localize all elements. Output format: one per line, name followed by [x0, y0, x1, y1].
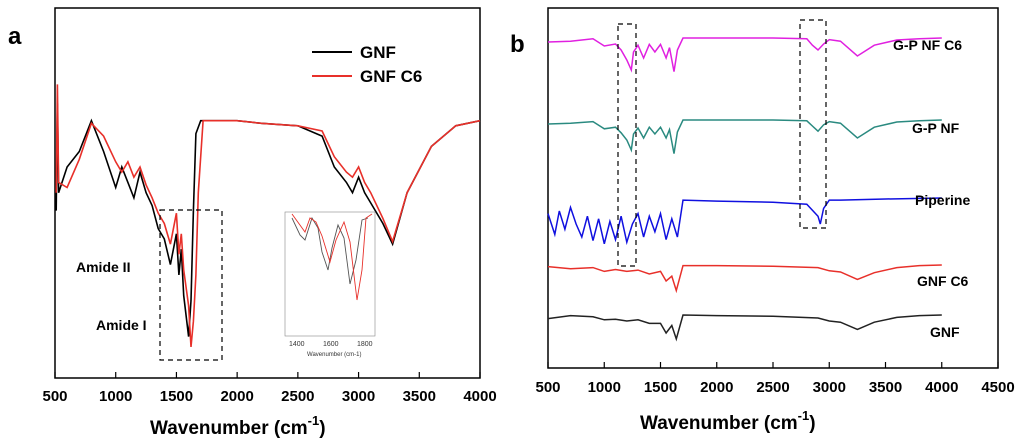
panel-b-tick-label: 3500: [869, 379, 902, 396]
panel-a-xlabel-sup: -1: [308, 413, 320, 428]
panel-b-series-line-1: [547, 264, 942, 294]
panel-a-series-line-0: [55, 103, 481, 337]
panel-b-tick-label: 4500: [981, 379, 1014, 396]
panel-a-tick-label: 2500: [281, 388, 314, 405]
amide-region-box: [159, 209, 223, 361]
panel-a-x-ticks: 500 1000 1500 2000 2500 3000 3500 4000: [42, 372, 497, 405]
panel-a-tick-label: 500: [42, 388, 67, 405]
panel-b-tick-label: 2500: [756, 379, 789, 396]
inset-tick-1600: 1600: [323, 341, 339, 348]
inset-tick-1800: 1800: [357, 341, 373, 348]
panel-b-label: b: [510, 31, 525, 58]
panel-b: b 500 1000 1500 2000 2500 3000 3500 4000 4500 G-…: [510, 7, 1015, 434]
panel-a-tick-label: 2000: [220, 388, 253, 405]
panel-a-tick-label: 1500: [160, 388, 193, 405]
panel-b-tick-label: 2000: [700, 379, 733, 396]
panel-b-series-line-2: [547, 197, 942, 246]
panel-a-xlabel-tail: ): [319, 418, 325, 439]
inset-tick-1400: 1400: [289, 341, 305, 348]
panel-b-xlabel-main: Wavenumber (cm: [640, 413, 798, 434]
dashed-box-ch-stretch: [799, 19, 827, 229]
legend-label-gnf: GNF: [360, 43, 396, 62]
panel-a-tick-label: 3000: [342, 388, 375, 405]
panel-b-tick-label: 1500: [644, 379, 677, 396]
inset-chart: 1400 1600 1800 Wavenumber (cm-1): [284, 211, 376, 358]
inset-xlabel: Wavenumber (cm-1): [307, 352, 361, 358]
legend-label-gnf-c6: GNF C6: [360, 67, 422, 86]
series-label-g-p-nf-c6: G-P NF C6: [893, 37, 962, 53]
inset-gnf-line: [291, 216, 369, 285]
panel-b-tick-label: 4000: [925, 379, 958, 396]
panel-a-xlabel: Wavenumber (cm-1): [150, 413, 326, 439]
series-label-gnf: GNF: [930, 324, 960, 340]
panel-b-plot-frame: [547, 7, 999, 369]
dashed-box-fingerprint: [617, 23, 637, 267]
panel-a-tick-label: 3500: [403, 388, 436, 405]
panel-b-x-ticks: 500 1000 1500 2000 2500 3000 3500 4000 4500: [535, 362, 1015, 396]
inset-gnf-c6-line: [291, 213, 373, 301]
panel-b-series-line-4: [547, 37, 942, 73]
panel-a-legend: GNF GNF C6: [312, 43, 422, 86]
panel-a-tick-label: 1000: [99, 388, 132, 405]
series-label-g-p-nf: G-P NF: [912, 120, 960, 136]
panel-b-tick-label: 500: [535, 379, 560, 396]
panel-b-tick-label: 3000: [813, 379, 846, 396]
annotation-amide-i: Amide I: [96, 317, 147, 333]
panel-b-xlabel-tail: ): [809, 413, 815, 434]
panel-a-label: a: [8, 23, 22, 50]
panel-a-series-line-1: [55, 84, 481, 347]
panel-b-xlabel: Wavenumber (cm-1): [640, 408, 816, 434]
panel-a-series-group: [55, 84, 481, 347]
panel-a-xlabel-main: Wavenumber (cm: [150, 418, 308, 439]
panel-b-tick-label: 1000: [588, 379, 621, 396]
series-label-gnf-c6: GNF C6: [917, 273, 969, 289]
inset-frame: [284, 211, 376, 337]
panel-b-series-line-3: [547, 119, 942, 154]
series-label-piperine: Piperine: [915, 192, 970, 208]
panel-b-series-line-0: [547, 314, 942, 342]
panel-b-xlabel-sup: -1: [798, 408, 810, 423]
panel-b-series-group: [547, 37, 942, 342]
panel-a-plot-frame: [54, 7, 481, 379]
panel-a-tick-label: 4000: [463, 388, 496, 405]
annotation-amide-ii: Amide II: [76, 259, 130, 275]
panel-a: a 500 1000 1500 2000 2500 3000 3500 4000 GNF GN…: [8, 7, 497, 439]
